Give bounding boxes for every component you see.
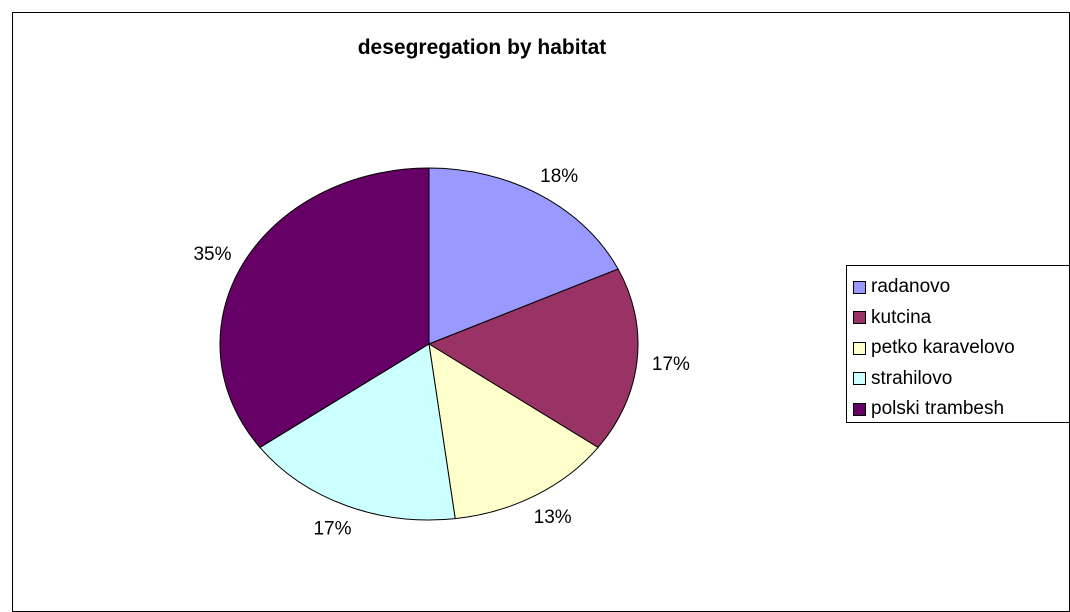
legend-item: petko karavelovo bbox=[853, 333, 1069, 364]
data-label: 18% bbox=[540, 166, 578, 187]
legend: radanovo kutcina petko karavelovo strahilov… bbox=[846, 265, 1070, 423]
legend-item: polski trambesh bbox=[853, 394, 1069, 425]
legend-swatch bbox=[853, 311, 866, 325]
pie-slice-radanovo bbox=[428, 167, 619, 345]
legend-label: polski trambesh bbox=[871, 398, 1005, 420]
pie-slice-kutcina bbox=[427, 268, 639, 449]
legend-label: strahilovo bbox=[871, 367, 953, 389]
data-label: 17% bbox=[313, 519, 351, 540]
data-label: 17% bbox=[652, 354, 690, 375]
legend-label: radanovo bbox=[871, 276, 951, 298]
legend-swatch bbox=[853, 372, 866, 386]
legend-label: petko karavelovo bbox=[871, 337, 1015, 359]
chart-title: desegregation by habitat bbox=[357, 36, 607, 59]
pie-slice-petko-karavelovo bbox=[428, 343, 599, 520]
pie-slice-strahilovo bbox=[259, 343, 456, 521]
legend-item: kutcina bbox=[853, 303, 1069, 334]
legend-item: radanovo bbox=[853, 272, 1069, 303]
pie-slice-polski-trambesh bbox=[219, 167, 430, 449]
pie-chart: 18% 17% 13% 17% 35% bbox=[193, 166, 690, 540]
data-label: 35% bbox=[193, 244, 231, 265]
legend-swatch bbox=[853, 280, 866, 294]
data-label: 13% bbox=[534, 507, 572, 528]
legend-label: kutcina bbox=[871, 306, 932, 328]
legend-swatch bbox=[853, 402, 866, 416]
legend-item: strahilovo bbox=[853, 364, 1069, 395]
legend-swatch bbox=[853, 341, 866, 355]
